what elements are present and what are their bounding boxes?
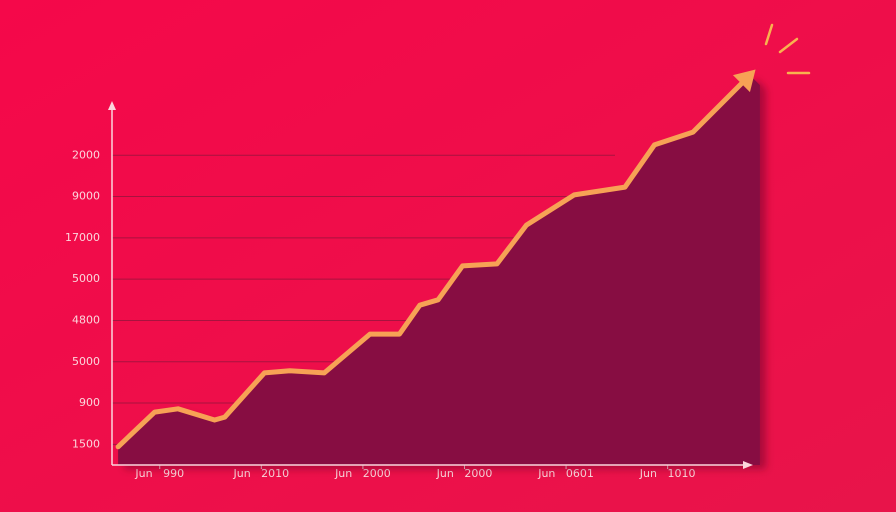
x-tick-label: Jun 2000 — [334, 467, 391, 480]
y-tick-label: 5000 — [72, 272, 100, 285]
x-tick-label: Jun 1010 — [639, 467, 696, 480]
y-tick-label: 5000 — [72, 355, 100, 368]
y-axis-arrow — [108, 101, 116, 110]
area — [118, 75, 760, 465]
line — [115, 72, 753, 450]
y-tick-label: 900 — [79, 396, 100, 409]
arrow-head — [732, 69, 756, 93]
x-tick-label: Jun 2000 — [436, 467, 493, 480]
y-tick-label: 17000 — [65, 231, 100, 244]
sparkle — [764, 23, 811, 75]
x-axis-arrow — [743, 461, 753, 469]
y-tick-label: 1500 — [72, 437, 100, 450]
y-tick-label: 2000 — [72, 148, 100, 161]
y-tick-label: 9000 — [72, 190, 100, 203]
x-tick-label: Jun 990 — [134, 467, 184, 480]
x-tick-label: Jun 0601 — [537, 467, 594, 480]
y-tick-label: 4800 — [72, 313, 100, 326]
x-tick-label: Jun 2010 — [232, 467, 289, 480]
